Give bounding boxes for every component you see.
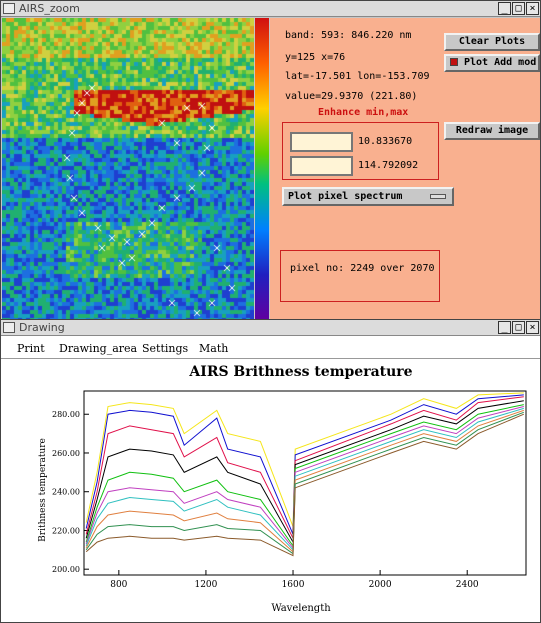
checkbox-icon[interactable] bbox=[450, 58, 458, 66]
color-bar bbox=[255, 18, 269, 320]
chart-title: AIRS Brithness temperature bbox=[188, 364, 412, 380]
series-line-6 bbox=[85, 407, 524, 552]
plot-add-mode-toggle[interactable]: Plot Add mod bbox=[444, 54, 540, 72]
max-input[interactable] bbox=[290, 156, 353, 176]
menu-bar: Print Drawing_area Settings Math bbox=[1, 337, 540, 359]
series-line-2 bbox=[85, 396, 524, 539]
x-tick-label: 2400 bbox=[456, 580, 479, 590]
enhance-box bbox=[282, 122, 439, 180]
enhance-label: Enhance min,max bbox=[318, 107, 409, 118]
series-line-5 bbox=[85, 406, 524, 550]
x-axis-label: Wavelength bbox=[271, 603, 331, 614]
dropdown-arrow-icon[interactable] bbox=[430, 194, 446, 199]
y-tick-label: 220.00 bbox=[52, 526, 80, 535]
band-readout: band: 593: 846.220 nm bbox=[285, 30, 412, 41]
y-axis-label: Brithness temperature bbox=[38, 438, 48, 542]
maximize-icon[interactable]: □ bbox=[512, 2, 525, 15]
x-tick-label: 2000 bbox=[369, 580, 392, 590]
y-axis: 200.00 220.00 240.00 260.00 280.00 bbox=[52, 410, 89, 574]
close-icon[interactable]: × bbox=[526, 2, 539, 15]
plot-frame bbox=[83, 390, 527, 576]
x-axis: 800 1200 1600 2000 2400 bbox=[110, 570, 479, 590]
menu-settings[interactable]: Settings bbox=[142, 342, 189, 355]
redraw-image-button[interactable]: Redraw image bbox=[444, 122, 540, 140]
xy-readout: y=125 x=76 bbox=[285, 52, 346, 63]
menu-drawing-area[interactable]: Drawing_area bbox=[59, 342, 138, 355]
clear-plots-button[interactable]: Clear Plots bbox=[444, 33, 540, 51]
series-lines bbox=[85, 392, 524, 557]
x-tick-label: 1200 bbox=[194, 580, 217, 590]
series-line-3 bbox=[85, 400, 524, 544]
y-tick-label: 260.00 bbox=[52, 449, 80, 458]
series-line-9 bbox=[85, 413, 524, 557]
min-input[interactable] bbox=[290, 132, 353, 152]
drawing-window: Drawing _ □ × Print Drawing_area Setting… bbox=[0, 319, 541, 623]
y-tick-label: 280.00 bbox=[52, 410, 80, 419]
drawing-title-bar[interactable]: Drawing _ □ × bbox=[1, 320, 540, 336]
value-readout: value=29.9370 (221.80) bbox=[285, 91, 418, 102]
series-line-4 bbox=[85, 404, 524, 548]
x-tick-label: 1600 bbox=[282, 580, 305, 590]
menu-math[interactable]: Math bbox=[199, 342, 229, 355]
max-value: 114.792092 bbox=[358, 160, 419, 171]
window-menu-icon[interactable] bbox=[3, 322, 15, 333]
maximize-icon[interactable]: □ bbox=[512, 321, 525, 334]
min-value: 10.833670 bbox=[358, 136, 413, 147]
info-panel: band: 593: 846.220 nm y=125 x=76 lat=-17… bbox=[270, 18, 540, 320]
y-tick-label: 200.00 bbox=[52, 565, 80, 574]
latlon-readout: lat=-17.501 lon=-153.709 bbox=[285, 71, 430, 82]
window-menu-icon[interactable] bbox=[3, 3, 15, 14]
airs-zoom-window: AIRS_zoom _ □ × band: 593: 846.220 nm y=… bbox=[0, 0, 541, 320]
drawing-window-title: Drawing bbox=[19, 321, 65, 334]
zoom-title-bar[interactable]: AIRS_zoom _ □ × bbox=[1, 1, 540, 17]
x-tick-label: 800 bbox=[110, 580, 127, 590]
spectrum-select-value: Plot pixel spectrum bbox=[288, 191, 403, 202]
series-line-8 bbox=[85, 411, 524, 555]
series-line-0 bbox=[85, 392, 524, 527]
close-icon[interactable]: × bbox=[526, 321, 539, 334]
pixel-info-box bbox=[280, 250, 440, 302]
spectrum-chart[interactable]: AIRS Brithness temperature 200.00220.002… bbox=[1, 360, 540, 622]
zoomed-image[interactable] bbox=[2, 18, 254, 320]
minimize-icon[interactable]: _ bbox=[498, 321, 511, 334]
series-line-7 bbox=[85, 409, 524, 553]
spectrum-select[interactable]: Plot pixel spectrum bbox=[282, 187, 454, 206]
plot-add-mode-label: Plot Add mod bbox=[464, 57, 537, 68]
y-tick-label: 240.00 bbox=[52, 488, 80, 497]
zoom-window-title: AIRS_zoom bbox=[19, 2, 80, 15]
pixel-info: pixel no: 2249 over 2070 bbox=[290, 263, 435, 274]
menu-print[interactable]: Print bbox=[17, 342, 45, 355]
minimize-icon[interactable]: _ bbox=[498, 2, 511, 15]
series-line-1 bbox=[85, 394, 524, 535]
